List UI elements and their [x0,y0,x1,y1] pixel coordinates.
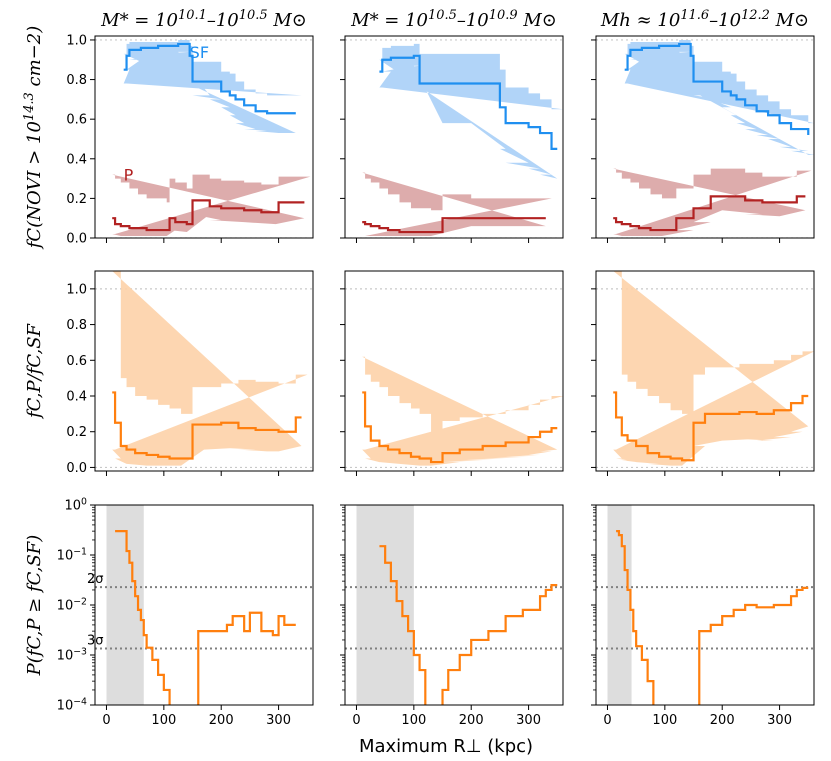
confidence-band [112,271,308,466]
column-titles: M* = 1010.1–1010.5 M⊙ M* = 1010.5–1010.9 … [100,8,809,32]
y-tick-label: 0.2 [66,192,87,207]
plot-area [95,271,313,469]
panel-row3-col2: 0 100 200 300 [340,504,564,728]
x-tick-label: 200 [459,713,484,728]
panel-row1-col1: 0.0 0.2 0.4 0.6 0.8 1.0 SF P [66,33,314,247]
column-title: M* = 1010.1–1010.5 M⊙ [100,8,307,32]
x-axis-label: Maximum R⊥ (kpc) [359,736,533,757]
series-line [379,545,558,705]
panels: 0.00.20.40.60.81.0SFP0.00.20.40.60.81.00… [22,26,815,728]
y-tick-label: 0.0 [66,232,87,247]
plot-area [95,39,313,238]
x-tick-label: 0 [603,713,611,728]
y-tick-label: 1.0 [66,282,87,297]
y-tick-label: 1.0 [66,33,87,48]
series-line [613,195,806,232]
series-line [112,391,302,460]
sigma-label: 2σ [87,572,104,587]
x-tick-label: 0 [102,713,110,728]
y-axis-label: fC,P/fC,SF [24,322,45,420]
y-tick-label: 0.8 [66,318,87,333]
y-tick-label: 0.0 [66,461,87,476]
column-title: M* = 1010.5–1010.9 M⊙ [350,8,557,32]
confidence-band [362,356,563,466]
plot-area [345,39,563,238]
series-line [115,530,296,705]
confidence-band [112,174,311,237]
panel-row3-col1: 0 100 200 300 10−4 10−3 10−2 10−1 100 2σ 3σ [57,496,314,728]
axes-frame [595,270,815,472]
panel-row2-col2 [340,270,564,476]
x-tick-label: 300 [767,713,792,728]
plot-area [596,271,814,469]
series-line [379,54,558,150]
y-tick-label: 0.4 [66,390,87,405]
y-tick-label: 10−2 [57,596,87,614]
y-tick-label: 100 [65,496,88,514]
x-tick-label: 0 [352,713,360,728]
plot-area [596,505,814,705]
confidence-band [123,39,302,134]
y-tick-label: 0.2 [66,425,87,440]
series-line [362,391,558,464]
axes-frame [595,35,815,239]
x-tick-label: 200 [710,713,735,728]
series-label-sf: SF [190,43,209,62]
series-label-p: P [124,166,134,185]
axes-frame [344,35,564,239]
confidence-band [624,39,814,155]
confidence-band [613,271,814,466]
x-tick-label: 100 [652,713,677,728]
plot-area [345,288,563,469]
sigma-label: 3σ [87,633,104,648]
series-line [616,530,809,705]
panel-row2-col3 [591,270,815,476]
y-tick-label: 0.6 [66,113,87,128]
series-line [123,42,296,115]
axes-frame [94,270,314,472]
column-title: Mh ≈ 1011.6–1012.2 M⊙ [600,8,809,32]
confidence-band [613,168,812,237]
series-line [624,42,810,136]
axes-frame [344,270,564,472]
series-line [613,391,809,462]
y-tick-label: 10−4 [57,696,87,714]
shaded-region [356,505,414,705]
y-axis-label: P(fC,P ≥ fC,SF) [24,535,45,677]
x-tick-label: 100 [151,713,176,728]
confidence-band [362,172,552,237]
series-line [112,199,305,232]
series-line [362,217,546,234]
y-tick-label: 10−3 [57,646,87,664]
x-tick-label: 300 [516,713,541,728]
x-tick-label: 200 [209,713,234,728]
shaded-region [607,505,632,705]
panel-row1-col2 [340,35,564,243]
y-tick-label: 0.8 [66,73,87,88]
panel-row1-col3 [591,35,815,243]
y-tick-label: 0.4 [66,152,87,167]
y-tick-label: 0.6 [66,354,87,369]
confidence-band [379,43,563,179]
x-tick-label: 300 [266,713,291,728]
panel-row3-col3: 0 100 200 300 [591,504,815,728]
axes-frame [94,35,314,239]
x-tick-label: 100 [401,713,426,728]
plot-area [95,505,313,705]
plot-area [345,505,563,705]
y-axis-label: fC(NOVI > 1014.3 cm−2) [22,26,46,250]
panel-row2-col1: 0.0 0.2 0.4 0.6 0.8 1.0 [66,270,314,476]
plot-area [596,39,814,238]
y-tick-label: 10−1 [57,546,87,564]
